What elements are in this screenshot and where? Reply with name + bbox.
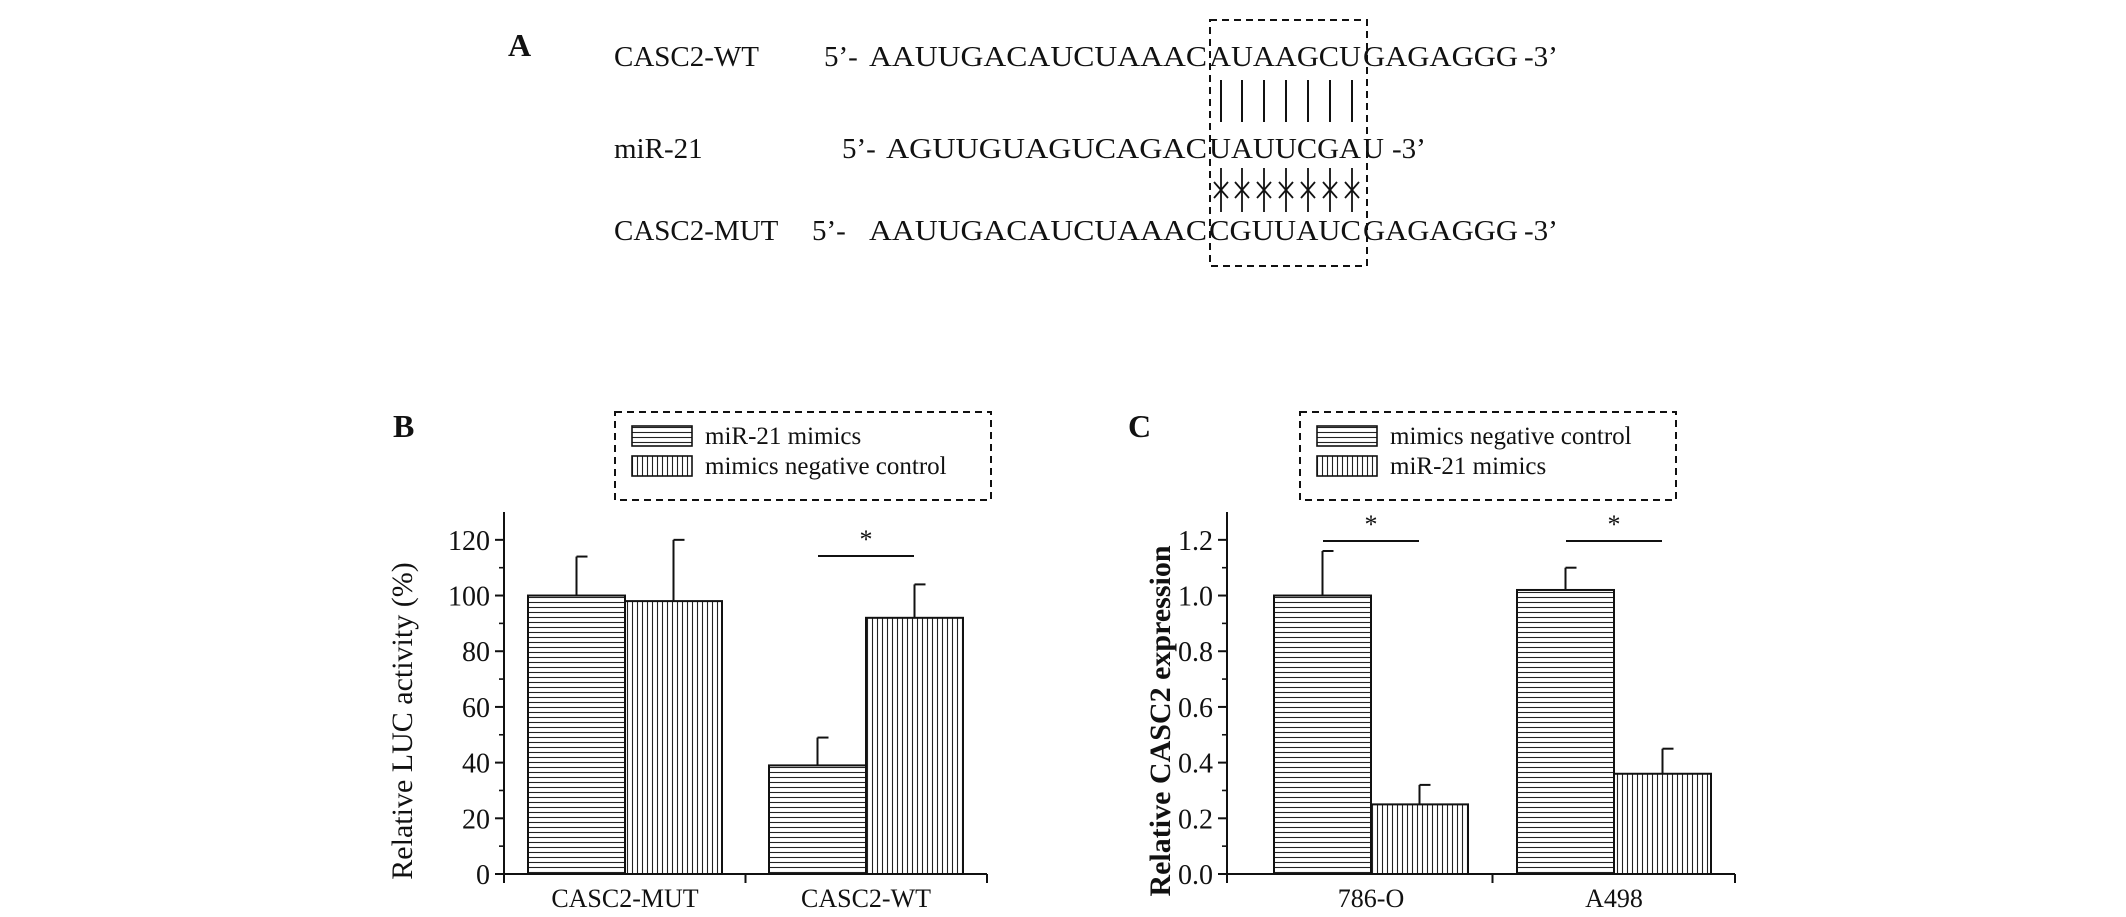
legend-swatch <box>1316 455 1378 477</box>
y-axis-title: Relative CASC2 expression <box>1144 545 1177 896</box>
seq-prefix-wt: 5’- <box>824 41 858 73</box>
panel-a: A CASC2-WT 5’- AAUUGACAUCUAAAC AUAAGCU G… <box>508 19 1558 267</box>
y-tick-label: 1.2 <box>1178 526 1213 557</box>
legend-frame <box>614 411 992 501</box>
seed-region-box <box>1209 19 1368 267</box>
seq-left-wt: AAUUGACAUCUAAAC <box>869 41 1207 73</box>
bar-CASC2-WT-mimics negative control <box>865 616 964 875</box>
y-tick-label: 0.8 <box>1178 637 1213 668</box>
seq-suffix-mut: -3’ <box>1524 215 1558 247</box>
y-tick-label: 40 <box>462 749 490 780</box>
panel-label: B <box>393 408 414 444</box>
legend-label: mimics negative control <box>1390 423 1632 450</box>
significance-marker: * <box>860 525 873 554</box>
y-tick-label: 0 <box>476 860 490 891</box>
seq-right-mut: GAGAGGG <box>1363 215 1518 247</box>
y-tick-label: 0.2 <box>1178 804 1213 835</box>
seq-name-mut: CASC2-MUT <box>614 215 779 247</box>
y-tick-label: 0.0 <box>1178 860 1213 891</box>
bar-A498-miR-21 mimics <box>1613 772 1712 875</box>
y-tick-label: 80 <box>462 637 490 668</box>
seq-left-mut: AAUUGACAUCUAAAC <box>869 215 1207 247</box>
seq-name-mir21: miR-21 <box>614 133 703 165</box>
y-tick-label: 1.0 <box>1178 582 1213 613</box>
seq-left-mir21: AGUUGUAGUCAGAC <box>886 133 1207 165</box>
panel-b-chart: B 0 20 40 60 80 100 120 CASC2-MUT CASC2-WT Relativ… <box>386 408 992 913</box>
seq-suffix-wt: -3’ <box>1524 41 1558 73</box>
seq-prefix-mut: 5’- <box>812 215 846 247</box>
y-tick-label: 0.6 <box>1178 693 1213 724</box>
bar-A498-mimics negative control <box>1516 588 1615 875</box>
significance-marker: * <box>1608 510 1621 539</box>
legend-swatch <box>631 425 693 447</box>
panel-a-label: A <box>508 27 531 63</box>
seq-right-mir21: U <box>1363 133 1384 165</box>
seq-prefix-mir21: 5’- <box>842 133 876 165</box>
x-tick-label: 786-O <box>1338 884 1404 912</box>
bar-CASC2-MUT-miR-21 mimics <box>527 594 626 875</box>
seq-suffix-mir21: -3’ <box>1392 133 1426 165</box>
legend-label: miR-21 mimics <box>1390 453 1546 480</box>
mismatch-marks <box>1213 168 1360 212</box>
bar-786-O-miR-21 mimics <box>1370 803 1469 876</box>
bar-CASC2-MUT-mimics negative control <box>624 600 723 875</box>
legend-label: mimics negative control <box>705 453 947 480</box>
legend-swatch <box>631 455 693 477</box>
seq-box-wt: AUAAGCU <box>1209 41 1361 73</box>
y-tick-label: 100 <box>448 582 490 613</box>
pairing-lines <box>1220 80 1353 122</box>
legend-swatch <box>1316 425 1378 447</box>
panel-c-chart: C 0.0 0.2 0.4 0.6 0.8 1.0 1.2 786-O A498 Relative … <box>1128 408 1736 913</box>
y-axis-title: Relative LUC activity (%) <box>386 562 419 879</box>
seq-box-mut: CGUUAUC <box>1209 215 1361 247</box>
seq-box-mir21: UAUUCGA <box>1209 133 1361 165</box>
bar-CASC2-WT-miR-21 mimics <box>768 764 867 876</box>
y-tick-label: 120 <box>448 526 490 557</box>
x-tick-label: A498 <box>1585 884 1643 912</box>
legend-frame <box>1299 411 1677 501</box>
seq-name-wt: CASC2-WT <box>614 41 759 73</box>
bar-786-O-mimics negative control <box>1273 594 1372 875</box>
y-tick-label: 0.4 <box>1178 749 1213 780</box>
seq-right-wt: GAGAGGG <box>1363 41 1518 73</box>
panel-label: C <box>1128 408 1151 444</box>
significance-marker: * <box>1365 510 1378 539</box>
x-tick-label: CASC2-WT <box>801 884 931 912</box>
y-tick-label: 60 <box>462 693 490 724</box>
x-tick-label: CASC2-MUT <box>551 884 698 912</box>
legend-label: miR-21 mimics <box>705 423 861 450</box>
y-tick-label: 20 <box>462 804 490 835</box>
